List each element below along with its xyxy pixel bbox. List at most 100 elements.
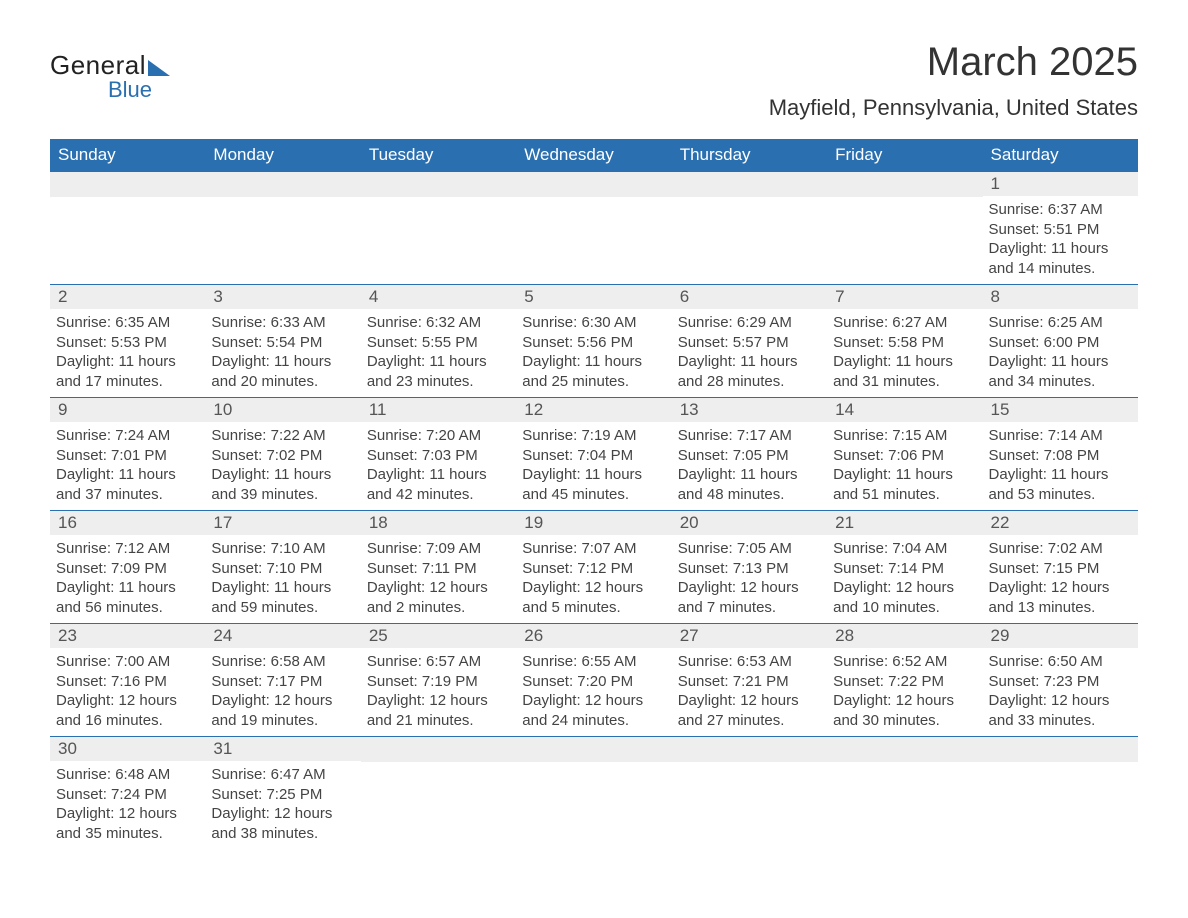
day-number: 17 (205, 511, 360, 535)
day-header-row: SundayMondayTuesdayWednesdayThursdayFrid… (50, 139, 1138, 172)
day-body (672, 762, 827, 772)
sunrise-line: Sunrise: 6:50 AM (989, 652, 1132, 672)
day-body (827, 762, 982, 772)
week-row: 9Sunrise: 7:24 AMSunset: 7:01 PMDaylight… (50, 398, 1138, 511)
day-number: 2 (50, 285, 205, 309)
daylight-line: Daylight: 11 hours and 48 minutes. (678, 465, 821, 504)
day-cell: 15Sunrise: 7:14 AMSunset: 7:08 PMDayligh… (983, 398, 1138, 511)
day-cell: 26Sunrise: 6:55 AMSunset: 7:20 PMDayligh… (516, 624, 671, 737)
sunset-line: Sunset: 7:12 PM (522, 559, 665, 579)
day-cell: 25Sunrise: 6:57 AMSunset: 7:19 PMDayligh… (361, 624, 516, 737)
sunrise-line: Sunrise: 7:15 AM (833, 426, 976, 446)
day-body (983, 762, 1138, 772)
day-cell: 19Sunrise: 7:07 AMSunset: 7:12 PMDayligh… (516, 511, 671, 624)
day-body (205, 197, 360, 207)
month-title: March 2025 (769, 40, 1138, 85)
day-cell: 14Sunrise: 7:15 AMSunset: 7:06 PMDayligh… (827, 398, 982, 511)
day-number (516, 737, 671, 762)
day-cell: 12Sunrise: 7:19 AMSunset: 7:04 PMDayligh… (516, 398, 671, 511)
day-body: Sunrise: 7:24 AMSunset: 7:01 PMDaylight:… (50, 422, 205, 510)
daylight-line: Daylight: 12 hours and 35 minutes. (56, 804, 199, 843)
empty-cell (827, 737, 982, 850)
day-body: Sunrise: 6:52 AMSunset: 7:22 PMDaylight:… (827, 648, 982, 736)
sunset-line: Sunset: 7:17 PM (211, 672, 354, 692)
day-body: Sunrise: 7:09 AMSunset: 7:11 PMDaylight:… (361, 535, 516, 623)
day-body (516, 762, 671, 772)
day-body: Sunrise: 6:27 AMSunset: 5:58 PMDaylight:… (827, 309, 982, 397)
sunset-line: Sunset: 7:25 PM (211, 785, 354, 805)
daylight-line: Daylight: 12 hours and 27 minutes. (678, 691, 821, 730)
day-number (672, 737, 827, 762)
sunrise-line: Sunrise: 6:52 AM (833, 652, 976, 672)
sunrise-line: Sunrise: 6:53 AM (678, 652, 821, 672)
day-number: 23 (50, 624, 205, 648)
day-number: 4 (361, 285, 516, 309)
empty-cell (516, 737, 671, 850)
day-body: Sunrise: 6:35 AMSunset: 5:53 PMDaylight:… (50, 309, 205, 397)
daylight-line: Daylight: 11 hours and 17 minutes. (56, 352, 199, 391)
day-cell: 10Sunrise: 7:22 AMSunset: 7:02 PMDayligh… (205, 398, 360, 511)
sunrise-line: Sunrise: 6:25 AM (989, 313, 1132, 333)
day-cell: 18Sunrise: 7:09 AMSunset: 7:11 PMDayligh… (361, 511, 516, 624)
sunrise-line: Sunrise: 7:09 AM (367, 539, 510, 559)
day-cell: 7Sunrise: 6:27 AMSunset: 5:58 PMDaylight… (827, 285, 982, 398)
day-number: 20 (672, 511, 827, 535)
day-number: 9 (50, 398, 205, 422)
day-body: Sunrise: 6:55 AMSunset: 7:20 PMDaylight:… (516, 648, 671, 736)
daylight-line: Daylight: 11 hours and 45 minutes. (522, 465, 665, 504)
sunrise-line: Sunrise: 6:55 AM (522, 652, 665, 672)
day-number (50, 172, 205, 197)
sunrise-line: Sunrise: 6:29 AM (678, 313, 821, 333)
day-number: 6 (672, 285, 827, 309)
day-body: Sunrise: 7:20 AMSunset: 7:03 PMDaylight:… (361, 422, 516, 510)
sunrise-line: Sunrise: 6:33 AM (211, 313, 354, 333)
day-cell: 9Sunrise: 7:24 AMSunset: 7:01 PMDaylight… (50, 398, 205, 511)
daylight-line: Daylight: 12 hours and 10 minutes. (833, 578, 976, 617)
day-number: 7 (827, 285, 982, 309)
logo-text-blue: Blue (108, 77, 152, 103)
sunset-line: Sunset: 7:15 PM (989, 559, 1132, 579)
sunset-line: Sunset: 7:10 PM (211, 559, 354, 579)
day-body: Sunrise: 7:00 AMSunset: 7:16 PMDaylight:… (50, 648, 205, 736)
day-body: Sunrise: 6:50 AMSunset: 7:23 PMDaylight:… (983, 648, 1138, 736)
daylight-line: Daylight: 11 hours and 51 minutes. (833, 465, 976, 504)
day-cell: 5Sunrise: 6:30 AMSunset: 5:56 PMDaylight… (516, 285, 671, 398)
day-number: 8 (983, 285, 1138, 309)
day-number: 30 (50, 737, 205, 761)
day-header-saturday: Saturday (983, 139, 1138, 172)
day-number: 28 (827, 624, 982, 648)
daylight-line: Daylight: 11 hours and 14 minutes. (989, 239, 1132, 278)
daylight-line: Daylight: 12 hours and 30 minutes. (833, 691, 976, 730)
day-cell: 27Sunrise: 6:53 AMSunset: 7:21 PMDayligh… (672, 624, 827, 737)
sunset-line: Sunset: 7:24 PM (56, 785, 199, 805)
sunset-line: Sunset: 5:53 PM (56, 333, 199, 353)
sunrise-line: Sunrise: 6:57 AM (367, 652, 510, 672)
day-body: Sunrise: 6:33 AMSunset: 5:54 PMDaylight:… (205, 309, 360, 397)
sunset-line: Sunset: 7:06 PM (833, 446, 976, 466)
day-number: 31 (205, 737, 360, 761)
day-cell: 29Sunrise: 6:50 AMSunset: 7:23 PMDayligh… (983, 624, 1138, 737)
sunrise-line: Sunrise: 7:02 AM (989, 539, 1132, 559)
sunrise-line: Sunrise: 7:00 AM (56, 652, 199, 672)
daylight-line: Daylight: 11 hours and 53 minutes. (989, 465, 1132, 504)
sunset-line: Sunset: 6:00 PM (989, 333, 1132, 353)
day-number (983, 737, 1138, 762)
day-cell: 22Sunrise: 7:02 AMSunset: 7:15 PMDayligh… (983, 511, 1138, 624)
day-body: Sunrise: 6:29 AMSunset: 5:57 PMDaylight:… (672, 309, 827, 397)
day-cell: 13Sunrise: 7:17 AMSunset: 7:05 PMDayligh… (672, 398, 827, 511)
day-cell: 3Sunrise: 6:33 AMSunset: 5:54 PMDaylight… (205, 285, 360, 398)
day-header-wednesday: Wednesday (516, 139, 671, 172)
week-row: 30Sunrise: 6:48 AMSunset: 7:24 PMDayligh… (50, 737, 1138, 850)
daylight-line: Daylight: 12 hours and 16 minutes. (56, 691, 199, 730)
day-header-thursday: Thursday (672, 139, 827, 172)
sunrise-line: Sunrise: 7:10 AM (211, 539, 354, 559)
sunrise-line: Sunrise: 6:47 AM (211, 765, 354, 785)
day-number (361, 172, 516, 197)
daylight-line: Daylight: 12 hours and 38 minutes. (211, 804, 354, 843)
day-body: Sunrise: 6:30 AMSunset: 5:56 PMDaylight:… (516, 309, 671, 397)
day-body: Sunrise: 7:04 AMSunset: 7:14 PMDaylight:… (827, 535, 982, 623)
sunrise-line: Sunrise: 7:12 AM (56, 539, 199, 559)
day-cell: 21Sunrise: 7:04 AMSunset: 7:14 PMDayligh… (827, 511, 982, 624)
sunrise-line: Sunrise: 6:35 AM (56, 313, 199, 333)
sunset-line: Sunset: 5:54 PM (211, 333, 354, 353)
